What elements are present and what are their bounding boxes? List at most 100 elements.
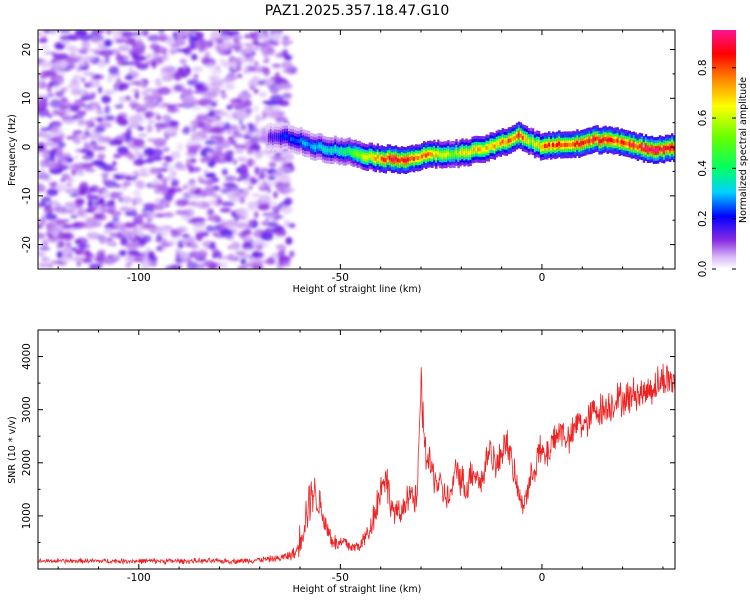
noise-blob	[188, 30, 195, 34]
y-tick-label: -10	[21, 187, 33, 204]
ridge-cell	[495, 142, 499, 147]
noise-blob	[251, 193, 261, 198]
noise-blob	[74, 239, 82, 244]
noise-blob	[43, 142, 58, 147]
ridge-cell	[425, 153, 428, 158]
noise-blob	[264, 258, 276, 265]
noise-blob	[248, 144, 260, 151]
noise-blob	[156, 233, 163, 242]
ridge-cell	[533, 143, 537, 147]
noise-blob	[72, 256, 85, 262]
noise-blob	[134, 91, 140, 100]
noise-blob	[157, 184, 169, 192]
noise-blob	[254, 166, 259, 176]
noise-blob	[132, 196, 143, 205]
noise-blob	[132, 58, 138, 67]
noise-blob	[190, 158, 197, 164]
ridge-cell	[350, 150, 353, 155]
noise-blob	[68, 189, 74, 194]
noise-blob	[127, 250, 140, 255]
ridge-cell	[662, 148, 666, 152]
spectrogram-image	[38, 30, 675, 269]
noise-blob	[115, 77, 122, 87]
snr-frame	[37, 329, 676, 570]
spectrogram-ylabel: Frequency (Hz)	[7, 114, 18, 186]
ridge-cell	[644, 145, 648, 150]
noise-blob	[109, 232, 119, 237]
noise-blob	[284, 181, 291, 189]
ridge-cell	[412, 157, 416, 161]
noise-blob	[101, 95, 111, 104]
noise-blob	[285, 237, 293, 245]
ridge-cell	[535, 141, 539, 146]
noise-blob	[128, 65, 134, 74]
ridge-cell	[279, 135, 283, 140]
noise-blob	[137, 173, 150, 177]
noise-blob	[57, 240, 66, 246]
noise-blob	[79, 34, 92, 42]
ridge-cell	[342, 150, 345, 155]
noise-blob	[281, 61, 293, 69]
ridge-cell	[620, 139, 624, 144]
noise-blob	[262, 100, 273, 104]
noise-blob	[138, 106, 147, 113]
noise-blob	[94, 129, 103, 133]
ridge-cell	[475, 147, 478, 152]
noise-blob	[221, 35, 232, 42]
noise-blob	[264, 217, 270, 222]
noise-blob	[277, 99, 289, 105]
noise-blob	[250, 181, 257, 185]
noise-blob	[50, 148, 58, 152]
noise-blob	[236, 73, 243, 78]
noise-blob	[43, 257, 51, 262]
ridge-cell	[669, 146, 672, 151]
ridge-cell	[445, 152, 448, 157]
noise-blob	[129, 100, 138, 105]
ridge-cell	[316, 144, 319, 149]
noise-blob	[74, 249, 83, 255]
noise-blob	[38, 184, 46, 193]
ridge-cell	[616, 138, 619, 143]
ridge-cell	[481, 147, 484, 152]
noise-blob	[210, 87, 222, 96]
ridge-cell	[592, 137, 595, 142]
ridge-cell	[584, 140, 587, 145]
noise-blob	[98, 121, 113, 128]
y-tick-label: 20	[21, 43, 33, 56]
noise-blob	[153, 138, 167, 148]
noise-blob	[243, 99, 252, 108]
noise-blob	[240, 258, 247, 265]
noise-blob	[47, 162, 60, 170]
noise-blob	[216, 198, 223, 205]
noise-blob	[212, 214, 220, 221]
noise-blob	[158, 242, 167, 249]
ridge-cell	[515, 134, 519, 139]
noise-blob	[98, 198, 104, 204]
noise-blob	[158, 34, 168, 42]
ridge-cell	[511, 136, 515, 141]
x-tick-label: -100	[127, 272, 151, 284]
noise-blob	[115, 174, 127, 180]
noise-blob	[171, 178, 180, 186]
noise-blob	[112, 216, 120, 223]
noise-blob	[85, 168, 96, 173]
noise-blob	[100, 203, 109, 208]
noise-blob	[38, 252, 46, 257]
noise-blob	[212, 232, 219, 236]
noise-blob	[191, 125, 197, 134]
noise-blob	[210, 68, 223, 74]
colorbar-tick-label: 0.6	[697, 109, 709, 126]
noise-blob	[128, 122, 142, 129]
ridge-cell	[320, 144, 323, 149]
noise-blob	[249, 85, 256, 91]
ridge-cell	[539, 145, 543, 150]
noise-blob	[85, 250, 91, 259]
noise-blob	[258, 201, 271, 211]
noise-blob	[84, 107, 95, 111]
noise-blob	[119, 150, 133, 157]
noise-blob	[73, 222, 83, 226]
noise-blob	[225, 219, 239, 227]
noise-blob	[254, 244, 263, 251]
noise-blob	[51, 230, 60, 237]
noise-blob	[94, 74, 100, 80]
